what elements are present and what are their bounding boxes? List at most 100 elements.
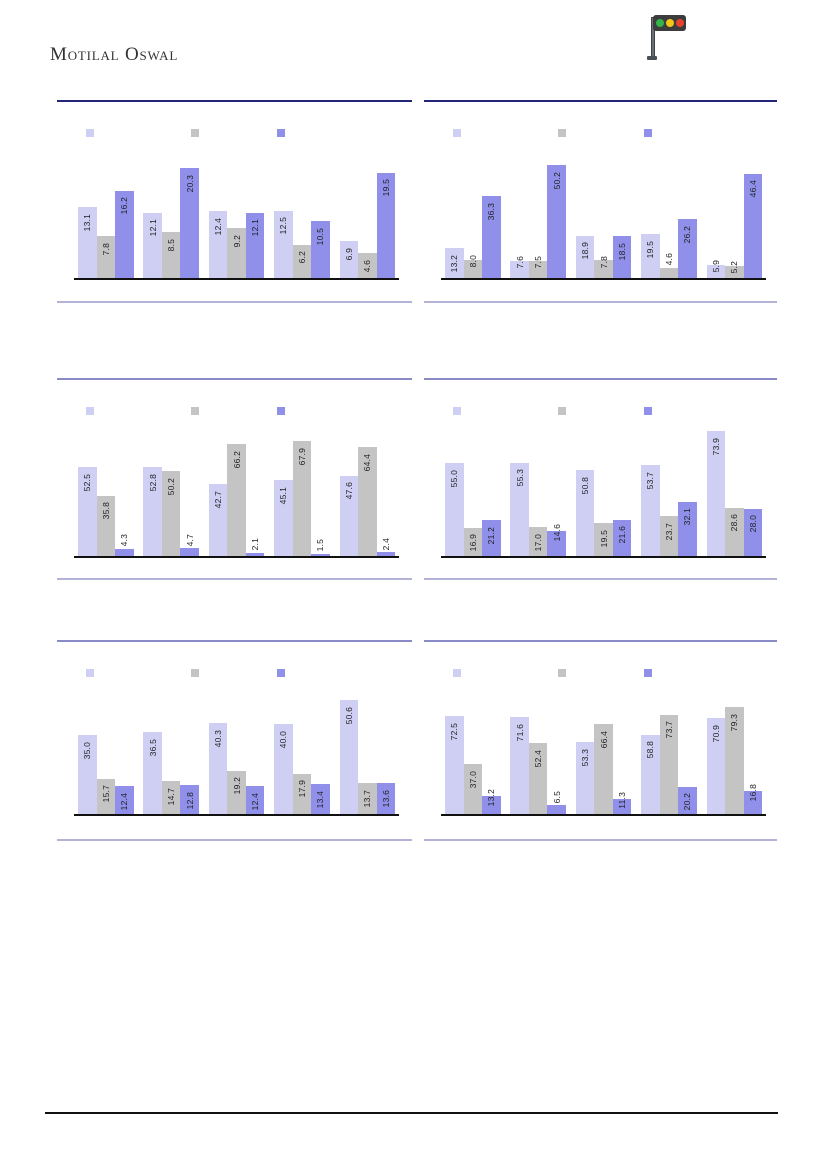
traffic-light-box (653, 15, 686, 31)
bar-value-label: 73.7 (663, 721, 674, 739)
bar-value-label: 67.9 (296, 448, 307, 466)
bar-series-1: 53.3 (575, 742, 595, 814)
bar-series-2: 67.9 (292, 441, 312, 556)
legend-swatch-1 (86, 129, 94, 137)
bar-series-3: 13.6 (376, 783, 395, 814)
legend-swatch-2 (558, 669, 566, 677)
bar-series-1: 13.1 (78, 207, 97, 278)
bar-value-label: 16.8 (747, 783, 758, 802)
bar-series-1: 73.9 (706, 431, 725, 556)
bar-series-1: 36.5 (143, 731, 162, 814)
bar-value-label: 23.7 (663, 522, 674, 540)
bar-value-label: 47.6 (343, 482, 354, 500)
bar-value-label: 70.9 (710, 724, 721, 743)
bar-series-3: 21.6 (612, 519, 632, 556)
bar-series-3: 2.4 (376, 538, 395, 556)
bar-value-label: 19.5 (380, 179, 391, 197)
legend-swatch-2 (191, 129, 199, 137)
bar-value-label: 6.5 (551, 790, 562, 804)
bar-series-3: 4.7 (180, 534, 199, 556)
bar-value-label: 20.3 (184, 175, 195, 193)
x-axis-line (441, 278, 766, 280)
bar-value-label: 19.5 (598, 529, 609, 548)
bar-value-label: 21.2 (486, 526, 496, 545)
x-axis-line (74, 278, 399, 280)
bar-series-3: 46.4 (743, 173, 762, 278)
bar-value-label: 55.3 (514, 469, 525, 487)
bar-value-label: 7.5 (532, 256, 543, 269)
bar-value-label: 4.7 (184, 533, 195, 547)
bar-series-1: 5.9 (706, 260, 725, 278)
bar-value-label: 13.2 (486, 788, 496, 807)
bar-series-1: 12.1 (143, 212, 162, 278)
plot-area: 52.5 35.8 4.3 52.8 50.2 4.7 42.7 66.2 2.1 45.1 67.… (74, 416, 399, 556)
bar-value-label: 37.0 (467, 770, 478, 788)
bar-value-label: 1.5 (315, 539, 326, 552)
legend-swatch-3 (644, 669, 652, 677)
bar-series-1: 40.3 (208, 723, 228, 814)
bar-series-2: 7.8 (594, 256, 613, 278)
bar-value-label: 66.2 (231, 450, 242, 469)
bar-series-3: 14.6 (547, 524, 566, 556)
bar-series-3: 19.5 (376, 172, 395, 278)
bar-value-label: 58.8 (645, 741, 656, 759)
bar-value-label: 11.3 (616, 791, 627, 809)
bar-value-label: 6.2 (296, 251, 307, 264)
bar-series-2: 66.4 (594, 724, 613, 814)
bar-series-1: 55.3 (510, 462, 529, 556)
bar-series-1: 12.5 (274, 210, 293, 278)
bar-series-3: 11.3 (612, 792, 632, 814)
bar-value-label: 32.1 (682, 508, 693, 526)
bar-series-1: 18.9 (575, 235, 595, 278)
bar-group-3: 42.7 66.2 2.1 (208, 416, 265, 556)
bar-group-5: 6.9 4.6 19.5 (339, 138, 395, 278)
bar-series-2: 64.4 (358, 447, 377, 556)
bar-value-label: 28.6 (729, 514, 739, 532)
bar-value-label: 40.0 (278, 730, 289, 748)
bar-value-label: 16.9 (467, 534, 478, 552)
bar-series-2: 52.4 (528, 743, 548, 814)
bar-series-3: 1.5 (311, 539, 330, 556)
bar-value-label: 2.4 (380, 537, 391, 550)
yellow-light-dot (665, 19, 674, 27)
bar-series-3: 6.5 (547, 791, 566, 814)
legend-swatch-2 (558, 407, 566, 415)
bar-series-3: 4.3 (115, 534, 134, 556)
bar-series-3: 16.2 (115, 190, 134, 278)
bar-series-1: 13.2 (445, 248, 464, 278)
plot-area: 35.0 15.7 12.4 36.5 14.7 12.8 40.3 19.2 12.4 40.0… (74, 674, 399, 814)
bar-value-label: 52.8 (147, 473, 158, 491)
bar-series-3: 21.2 (482, 520, 501, 556)
bar-value-label: 15.7 (100, 785, 111, 803)
bar-value-label: 50.8 (579, 476, 590, 495)
bar-series-3: 36.3 (482, 196, 501, 278)
bar-series-3: 32.1 (678, 501, 697, 556)
plot-area: 13.2 8.0 36.3 7.6 7.5 50.2 18.9 7.8 18.5 19.5 4.6 2… (441, 138, 766, 278)
bar-value-label: 2.1 (249, 538, 260, 551)
bar-series-2: 37.0 (463, 764, 482, 814)
bar-group-1: 13.1 7.8 16.2 (78, 138, 134, 278)
legend-swatch-2 (191, 407, 199, 415)
bar-series-2: 79.3 (725, 706, 744, 814)
bar-value-label: 42.7 (212, 490, 223, 508)
bar-series-1: 70.9 (706, 718, 725, 814)
bar-value-label: 35.0 (82, 741, 92, 760)
bar-value-label: 5.2 (729, 261, 739, 274)
bar-value-label: 13.4 (315, 790, 326, 808)
bar-group-4: 12.5 6.2 10.5 (274, 138, 330, 278)
bar-value-label: 13.7 (362, 789, 372, 808)
bar-series-2: 28.6 (725, 507, 744, 556)
bar-value-label: 53.3 (579, 748, 590, 766)
bar-value-label: 71.6 (514, 723, 525, 742)
bar-series-2: 5.2 (725, 261, 744, 278)
bar-group-1: 13.2 8.0 36.3 (445, 138, 501, 278)
red-light-dot (675, 19, 684, 27)
bar-series-1: 19.5 (641, 234, 660, 278)
bar-value-label: 9.2 (231, 235, 242, 248)
traffic-light-icon (643, 8, 705, 60)
bar-series-2: 66.2 (227, 444, 246, 556)
bar-value-label: 52.5 (82, 474, 92, 492)
bar-series-1: 42.7 (208, 483, 228, 556)
bar-value-label: 45.1 (278, 486, 289, 504)
bar-group-4: 40.0 17.9 13.4 (274, 674, 330, 814)
